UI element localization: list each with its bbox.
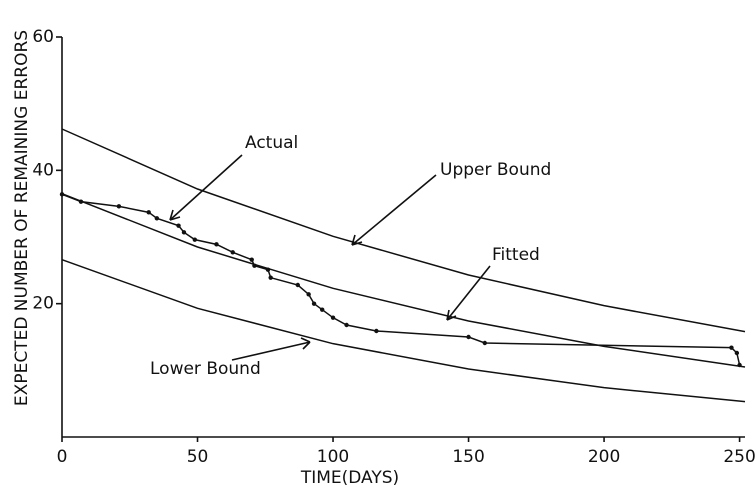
data-point	[154, 216, 160, 221]
x-tick-label: 0	[57, 447, 68, 467]
x-tick-label: 50	[187, 447, 209, 467]
data-point	[214, 242, 219, 247]
arrows	[169, 154, 491, 361]
data-point	[192, 237, 198, 242]
data-point	[344, 322, 349, 328]
data-point	[466, 334, 471, 340]
data-point	[729, 345, 734, 350]
data-point	[330, 315, 336, 320]
data-point	[249, 257, 254, 262]
series-line	[61, 128, 746, 333]
data-point	[176, 223, 181, 228]
y-axis-label: EXPECTED NUMBER OF REMAINING ERRORS	[12, 30, 32, 406]
x-axis-label: TIME(DAYS)	[300, 468, 399, 488]
data-point	[306, 292, 311, 297]
series-line	[61, 193, 741, 366]
annotation: Upper Bound	[440, 160, 551, 180]
annotation: Actual	[245, 133, 298, 153]
x-tick-label: 250	[723, 447, 755, 467]
y-tick-label: 40	[32, 160, 54, 180]
x-tick-label: 100	[317, 447, 349, 467]
data-point	[311, 301, 317, 306]
data-point	[319, 307, 325, 312]
data-point	[116, 204, 122, 209]
data-point	[230, 250, 235, 255]
annotation: Fitted	[492, 245, 540, 265]
x-tick-label: 200	[588, 447, 620, 467]
data-point	[482, 340, 488, 346]
series-line	[61, 192, 746, 368]
y-tick-label: 60	[32, 27, 54, 47]
data-point	[374, 328, 379, 334]
annotation: Lower Bound	[150, 359, 261, 379]
x-tick-label: 150	[452, 447, 484, 467]
data-point	[295, 282, 300, 288]
data-point	[268, 275, 273, 280]
data-point	[734, 350, 740, 356]
y-tick-label: 20	[32, 294, 54, 314]
data-point	[181, 230, 187, 235]
series-line	[61, 258, 746, 403]
data-point	[146, 210, 151, 215]
